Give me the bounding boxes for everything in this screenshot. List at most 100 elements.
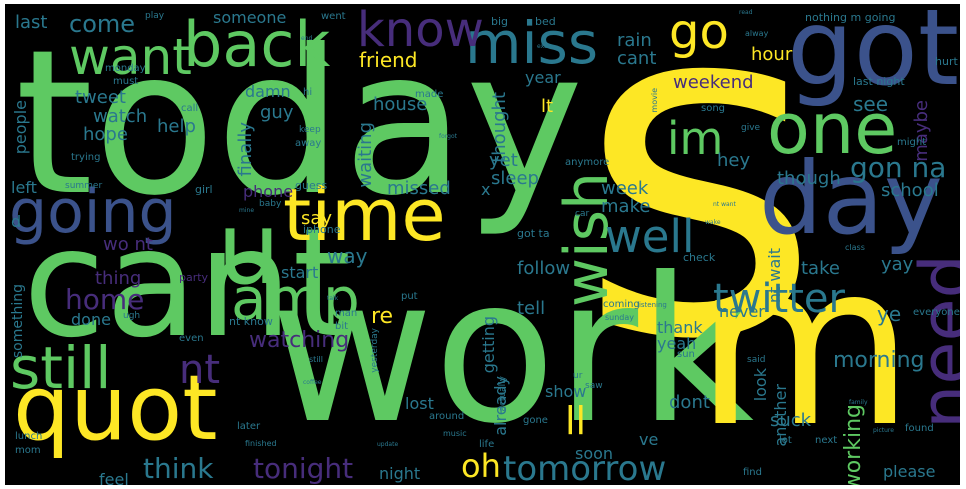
word-away: away: [295, 138, 322, 149]
word-rain: rain: [617, 30, 652, 51]
word-nothing-m-going: nothing m going: [805, 11, 896, 24]
word-friend: friend: [359, 48, 418, 72]
word-gon-na: gon na: [850, 151, 947, 184]
word-work: work: [270, 235, 754, 468]
word-must: must: [113, 76, 139, 87]
word-missed: missed: [387, 178, 451, 199]
word-bit: bit: [335, 321, 349, 332]
word-exam: exam: [537, 43, 554, 50]
word-yeah: yeah: [657, 334, 697, 353]
word-give: give: [741, 123, 761, 133]
word-getting: getting: [479, 316, 498, 374]
word-lost: lost: [405, 394, 434, 413]
word-said: said: [747, 355, 766, 365]
word-phone: phone: [243, 182, 294, 201]
word-nt-know: nt know: [229, 315, 273, 328]
word-feel: feel: [99, 470, 129, 486]
word-weekend: weekend: [673, 72, 754, 93]
word-man: man: [335, 308, 358, 319]
word-soon: soon: [575, 444, 614, 463]
word-re: re: [371, 304, 394, 329]
word-hey: hey: [717, 150, 751, 171]
word-tomorrow: tomorrow: [503, 449, 667, 485]
word-still: still: [309, 355, 323, 364]
word-gone: gone: [523, 415, 548, 426]
word-home: home: [65, 283, 145, 316]
word-hour: hour: [751, 44, 793, 65]
word-thing: thing: [95, 268, 142, 289]
word-s: s: [577, 4, 822, 442]
word-last: last: [15, 12, 48, 33]
word-sleep: sleep: [491, 168, 539, 189]
word-show: show: [545, 382, 587, 401]
word-done: done: [71, 310, 111, 329]
word-help: help: [157, 116, 196, 137]
word-alway: alway: [745, 29, 769, 38]
word-sun: sun: [677, 349, 695, 360]
word-big: big: [491, 15, 509, 28]
word-lunch: lunch: [15, 431, 43, 442]
word-coffee: coffee: [303, 379, 322, 386]
word-way: way: [327, 244, 368, 268]
word-tonight: tonight: [253, 452, 354, 485]
word-coming: coming: [603, 299, 640, 310]
word-morning: morning: [833, 348, 925, 373]
word-u: u: [217, 190, 281, 307]
word-night: night: [379, 464, 421, 483]
word-girl: girl: [195, 183, 213, 196]
word-mom: mom: [15, 445, 41, 456]
word-suck: suck: [770, 410, 812, 431]
word-d: d: [11, 212, 22, 231]
word-people: people: [11, 100, 30, 155]
word-lt: lt: [541, 96, 554, 117]
word-well: well: [605, 210, 695, 263]
word-start: start: [281, 263, 319, 282]
word-tweet: tweet: [75, 87, 126, 108]
word-saw: saw: [585, 381, 603, 391]
word-last-night: last night: [853, 75, 905, 88]
word-x: x: [481, 180, 491, 199]
word-tell: tell: [517, 298, 546, 319]
word-ur: ur: [573, 371, 583, 381]
word-go: go: [669, 4, 729, 60]
word-nt: nt: [179, 347, 221, 393]
word-today: today: [15, 7, 584, 240]
word-ugh: ugh: [123, 311, 141, 321]
word-baby: baby: [259, 199, 282, 209]
word-one: one: [767, 88, 898, 170]
word-listening: listening: [637, 301, 667, 309]
word-need: need: [905, 254, 960, 429]
word-actually: actually: [498, 376, 508, 412]
word-miss: miss: [465, 9, 599, 77]
word-back: back: [183, 8, 331, 81]
word-year: year: [525, 68, 561, 87]
word-monday: monday: [105, 63, 146, 74]
word-trying: trying: [71, 152, 101, 163]
word-know: know: [357, 4, 484, 58]
word-im: im: [667, 112, 724, 165]
word-ve: ve: [639, 430, 659, 449]
word-mine: mine: [239, 207, 255, 214]
word-family: family: [849, 399, 868, 406]
word-class: class: [845, 243, 865, 252]
word-sunday: sunday: [605, 313, 635, 322]
word-left: left: [11, 178, 37, 197]
word-song: song: [701, 103, 726, 114]
word-made: made: [415, 89, 444, 100]
word-next: next: [815, 435, 838, 446]
word-oh: oh: [461, 447, 501, 485]
word-car: car: [575, 209, 590, 219]
word-day: day: [759, 140, 943, 257]
word-hi: hi: [303, 87, 313, 98]
word-nt-want: nt want: [713, 201, 736, 208]
word-say: say: [301, 208, 333, 229]
word-want: want: [69, 28, 192, 86]
word-still: still: [10, 334, 112, 402]
word-twitter: twitter: [713, 276, 845, 322]
word-movie: movie: [650, 88, 659, 113]
word-watch: watch: [93, 106, 148, 127]
word-though: though: [777, 168, 841, 189]
word-found: found: [905, 423, 934, 434]
word-guess: guess: [295, 179, 328, 192]
word-call: call: [181, 103, 199, 114]
